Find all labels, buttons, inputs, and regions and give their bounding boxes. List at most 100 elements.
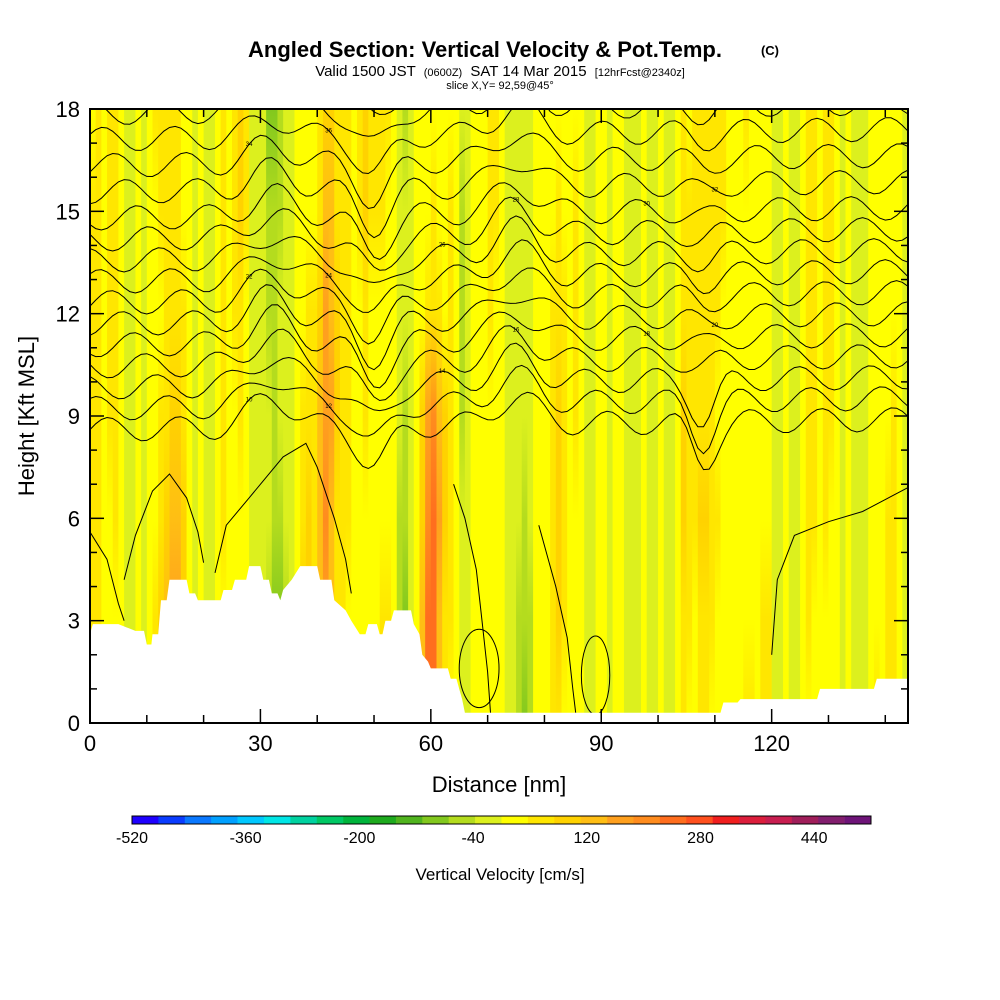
isentrope-line <box>90 157 908 239</box>
velocity-column <box>765 109 773 723</box>
isentrope-line <box>90 196 908 271</box>
colorbar-segment <box>290 816 318 824</box>
velocity-column <box>447 109 455 723</box>
contour-label: 14 <box>439 369 446 375</box>
velocity-column <box>209 109 216 723</box>
chart-subtitle: Valid 1500 JST (0600Z) SAT 14 Mar 2015 [… <box>315 63 685 80</box>
velocity-column <box>362 109 369 723</box>
velocity-column <box>521 109 528 723</box>
velocity-column <box>817 109 824 723</box>
velocity-column <box>606 109 614 723</box>
velocity-column <box>197 109 205 723</box>
isentrope-line <box>90 182 908 260</box>
velocity-column <box>163 109 171 723</box>
velocity-column <box>873 109 881 723</box>
velocity-column <box>538 109 546 723</box>
colorbar-segment <box>237 816 265 824</box>
velocity-column <box>470 109 477 723</box>
y-tick-label: 3 <box>68 609 80 634</box>
colorbar-segment <box>791 816 819 824</box>
velocity-column <box>379 109 386 723</box>
velocity-column <box>811 109 818 723</box>
colorbar-tick-label: 440 <box>801 830 828 847</box>
velocity-column <box>868 109 875 723</box>
contour-label: 12 <box>325 404 332 410</box>
isentrope-line <box>90 531 125 621</box>
velocity-column <box>731 109 739 723</box>
velocity-column <box>169 109 176 723</box>
isentrope-line <box>90 109 908 175</box>
colorbar-segment <box>475 816 502 824</box>
velocity-column <box>220 109 227 723</box>
velocity-column <box>754 109 761 723</box>
velocity-column <box>510 109 517 723</box>
contour-label: 38 <box>439 97 446 103</box>
velocity-column <box>425 109 432 723</box>
colorbar-segment <box>263 816 291 824</box>
colorbar-tick-label: 280 <box>687 830 714 847</box>
y-tick-label: 9 <box>68 404 80 429</box>
velocity-column <box>709 109 716 723</box>
velocity-column <box>317 109 324 723</box>
velocity-column <box>595 109 602 723</box>
subtitle-fcst: [12hrFcst@2340z] <box>595 67 685 79</box>
contour-label: 18 <box>643 331 650 337</box>
velocity-column <box>635 109 642 723</box>
isentrope-line <box>90 284 908 371</box>
velocity-column <box>589 109 597 723</box>
velocity-column <box>720 109 727 723</box>
velocity-column <box>436 109 443 723</box>
velocity-column <box>788 109 795 723</box>
colorbar-segment <box>211 816 238 824</box>
velocity-column <box>516 109 523 723</box>
colorbar-tick-label: -520 <box>116 830 148 847</box>
isentrope-line <box>771 487 908 655</box>
velocity-column <box>743 109 750 723</box>
contour-label: 24 <box>325 274 332 280</box>
isentrope-line <box>123 473 205 580</box>
chart-title-unit: (C) <box>761 43 779 58</box>
contour-label: 30 <box>643 202 650 208</box>
colorbar-labels: -520 -360 -200 -40 120 280 440 <box>116 830 828 847</box>
velocity-column <box>442 109 449 723</box>
isentrope-line <box>214 442 352 594</box>
velocity-column <box>430 109 438 723</box>
velocity-column <box>186 109 193 723</box>
colorbar-segment <box>659 816 687 824</box>
velocity-column <box>408 109 415 723</box>
isentrope-line <box>90 325 908 402</box>
velocity-column <box>584 109 591 723</box>
velocity-column <box>385 109 392 723</box>
velocity-column <box>152 109 159 723</box>
velocity-column <box>260 109 267 723</box>
velocity-column <box>141 109 148 723</box>
velocity-column <box>112 109 119 723</box>
velocity-column <box>777 109 784 723</box>
velocity-column <box>697 109 705 723</box>
velocity-column <box>226 109 233 723</box>
velocity-column <box>862 109 869 723</box>
isentrope-line <box>90 342 908 428</box>
velocity-column <box>459 109 466 723</box>
velocity-column <box>118 109 125 723</box>
velocity-column <box>669 109 676 723</box>
pot-temp-contours <box>90 109 908 715</box>
velocity-column <box>487 109 494 723</box>
velocity-column <box>175 109 182 723</box>
colorbar-segment <box>739 816 766 824</box>
subtitle-valid: Valid 1500 JST <box>315 63 415 80</box>
colorbar-segment <box>712 816 740 824</box>
velocity-column <box>146 109 154 723</box>
velocity-column <box>652 109 659 723</box>
contour-label: 20 <box>712 323 719 329</box>
velocity-column <box>533 109 540 723</box>
velocity-column <box>737 109 744 723</box>
velocity-column <box>629 109 636 723</box>
velocity-column <box>527 109 534 723</box>
velocity-column <box>800 109 807 723</box>
colorbar-segment <box>527 816 555 824</box>
velocity-column <box>612 109 619 723</box>
velocity-column <box>726 109 733 723</box>
